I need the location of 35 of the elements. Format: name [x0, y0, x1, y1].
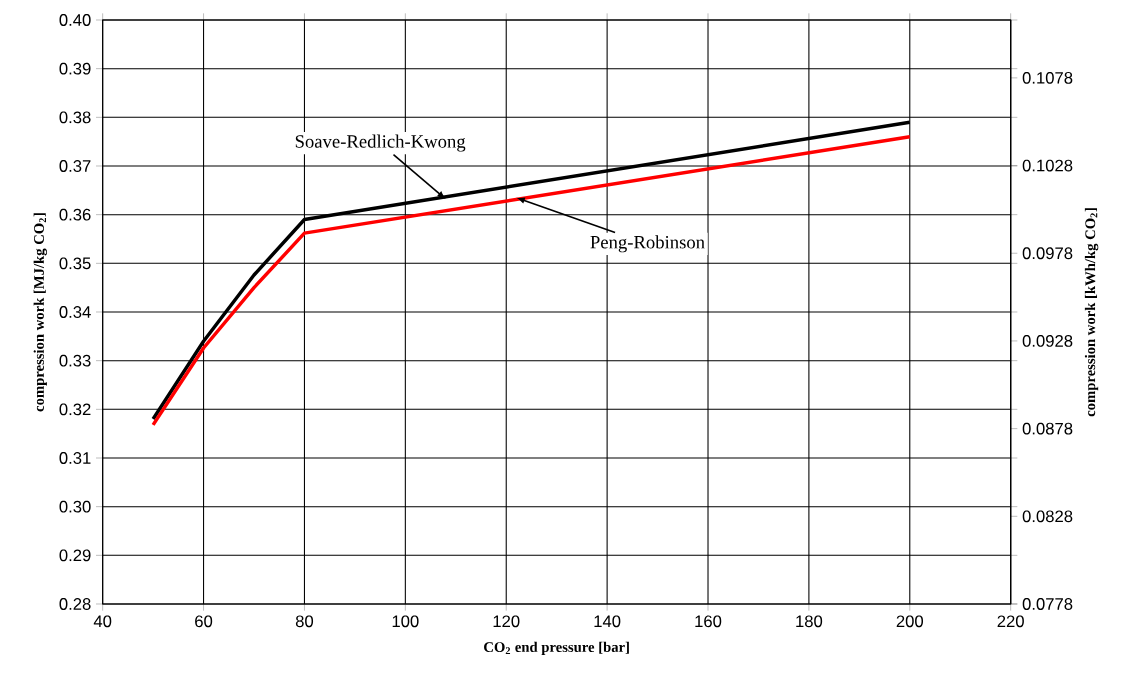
y-tick-label: 0.40 [59, 14, 91, 26]
y-tick-label: 0.38 [59, 111, 91, 124]
x-tick-label: 40 [93, 615, 112, 628]
annotation: Peng-Robinson [590, 235, 705, 253]
y-tick-label: 0.30 [59, 500, 91, 513]
x-axis-title: CO$_{2}$ end pressure [bar] [484, 641, 629, 655]
y-tick-label: 0.36 [59, 208, 91, 221]
x-tick-label: 180 [796, 615, 823, 628]
y2-tick-label: 0.1078 [1022, 71, 1073, 84]
y2-tick-label: 0.0978 [1022, 247, 1073, 260]
y-tick-label: 0.29 [59, 549, 91, 562]
y-tick-label: 0.31 [59, 452, 91, 464]
x-tick-label: 120 [493, 615, 520, 628]
x-tick-label: 200 [896, 615, 924, 628]
y-axis-title: compression work [MJ/kg CO$_{2}$] [33, 213, 48, 412]
y-tick-label: 0.37 [59, 160, 91, 172]
annotation: Soave-Redlich-Kwong [295, 134, 466, 152]
y2-tick-label: 0.1028 [1022, 159, 1073, 172]
y2-tick-label: 0.0878 [1022, 422, 1073, 435]
y-tick-label: 0.33 [59, 354, 91, 367]
x-tick-label: 220 [997, 615, 1024, 628]
y2-tick-label: 0.0778 [1022, 598, 1073, 610]
y-tick-label: 0.34 [59, 306, 91, 318]
y-tick-label: 0.39 [59, 62, 91, 75]
y2-axis-title: compression work [kWh/kg CO$_{2}$] [1084, 208, 1099, 417]
x-tick-label: 60 [195, 615, 213, 628]
y-tick-label: 0.32 [59, 403, 91, 416]
y-tick-label: 0.35 [59, 257, 91, 270]
x-tick-label: 160 [695, 615, 722, 628]
x-tick-label: 140 [594, 615, 621, 628]
y2-tick-label: 0.0928 [1022, 335, 1073, 347]
x-tick-label: 80 [295, 615, 314, 628]
x-tick-label: 100 [392, 615, 419, 628]
y2-tick-label: 0.0828 [1022, 510, 1073, 523]
y-tick-label: 0.28 [59, 598, 91, 610]
